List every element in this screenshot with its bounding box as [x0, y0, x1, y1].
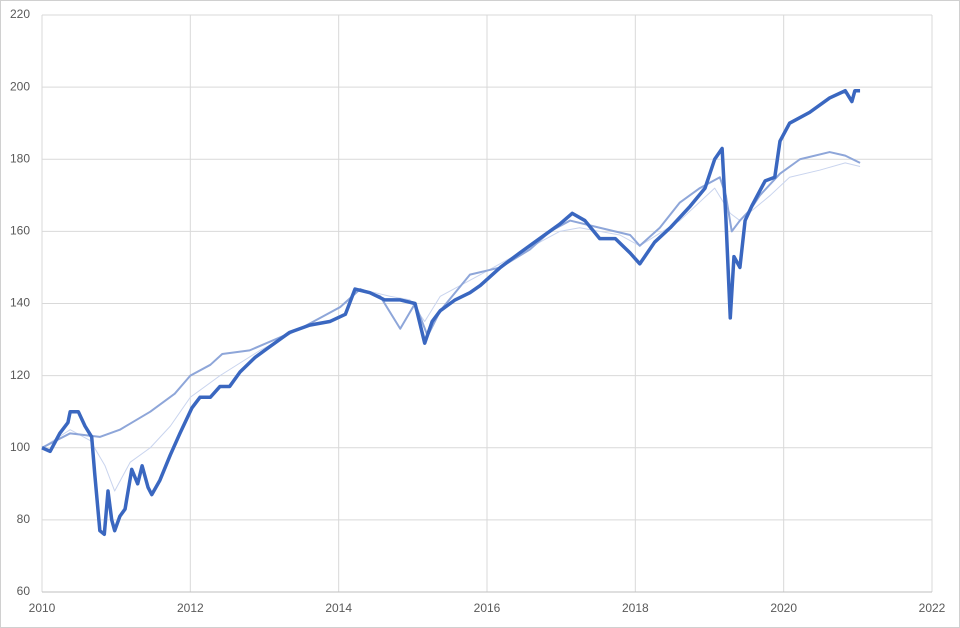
y-tick-label: 180 [10, 151, 30, 165]
series-line [41, 88, 861, 537]
series-line [41, 162, 861, 492]
x-tick-label: 2018 [622, 601, 649, 615]
y-tick-label: 120 [10, 368, 30, 382]
y-tick-label: 140 [10, 296, 30, 310]
x-tick-label: 2012 [177, 601, 204, 615]
y-tick-label: 160 [10, 224, 30, 238]
y-tick-label: 60 [17, 584, 31, 598]
x-tick-label: 2020 [770, 601, 797, 615]
x-tick-label: 2016 [474, 601, 501, 615]
y-tick-label: 100 [10, 440, 30, 454]
x-tick-label: 2010 [29, 601, 56, 615]
y-tick-label: 220 [10, 7, 30, 21]
y-tick-label: 80 [17, 512, 31, 526]
x-tick-label: 2022 [919, 601, 946, 615]
x-tick-label: 2014 [325, 601, 352, 615]
y-tick-label: 200 [10, 79, 30, 93]
